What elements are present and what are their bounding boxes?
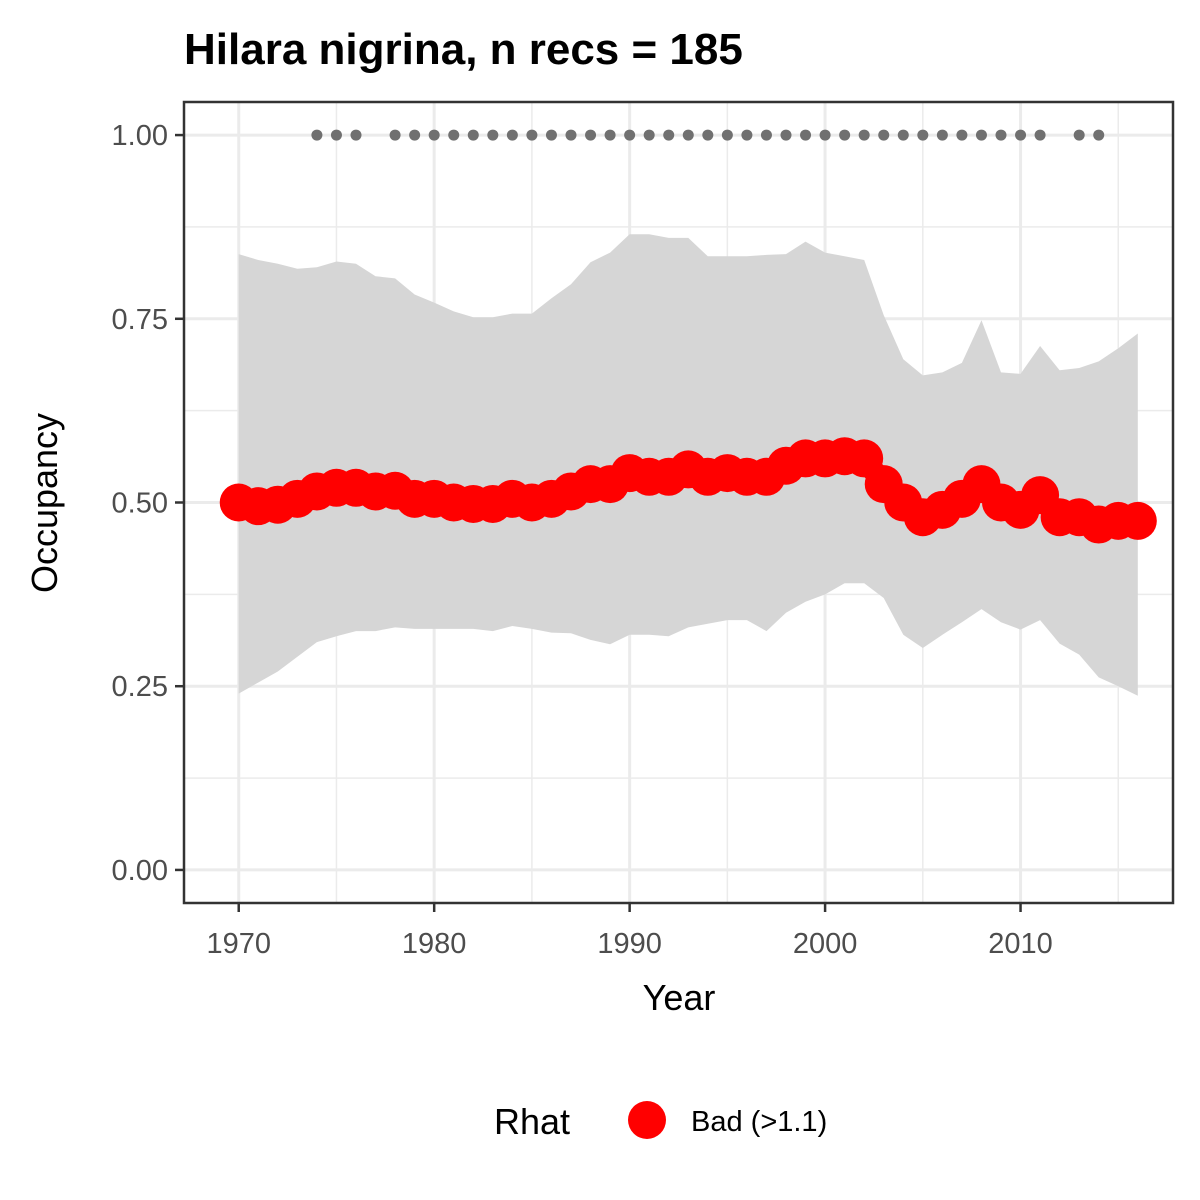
record-year-dot <box>409 129 421 141</box>
record-year-dot <box>487 129 499 141</box>
record-year-dot <box>1093 129 1105 141</box>
record-year-dot <box>330 129 342 141</box>
record-year-dot <box>975 129 987 141</box>
record-year-dot <box>800 129 812 141</box>
legend-title: Rhat <box>494 1101 570 1142</box>
record-year-dot <box>389 129 401 141</box>
y-tick-label: 0.75 <box>112 304 168 336</box>
record-year-dot <box>936 129 948 141</box>
record-year-dot <box>917 129 929 141</box>
record-year-dot <box>721 129 733 141</box>
x-tick-label: 1990 <box>597 928 662 960</box>
record-year-dot <box>819 129 831 141</box>
record-year-dot <box>448 129 460 141</box>
y-tick-label: 0.25 <box>112 671 168 703</box>
record-year-dot <box>741 129 753 141</box>
occupancy-point <box>1118 501 1157 540</box>
x-tick-label: 1980 <box>402 928 467 960</box>
x-tick-label: 1970 <box>206 928 271 960</box>
legend: Rhat Bad (>1.1) <box>494 1101 827 1142</box>
legend-key-bad <box>628 1101 666 1139</box>
record-year-dot <box>858 129 870 141</box>
y-tick-label: 1.00 <box>112 120 168 152</box>
record-year-dot <box>897 129 909 141</box>
record-year-dot <box>624 129 636 141</box>
x-axis-title: Year <box>643 977 716 1018</box>
record-year-dot <box>780 129 792 141</box>
record-year-dot <box>350 129 362 141</box>
record-year-dot <box>839 129 851 141</box>
record-year-dot <box>585 129 597 141</box>
record-year-dot <box>311 129 323 141</box>
record-year-dot <box>643 129 655 141</box>
record-year-dot <box>565 129 577 141</box>
record-year-dot <box>604 129 616 141</box>
y-tick-label: 0.00 <box>112 855 168 887</box>
record-year-dot <box>428 129 440 141</box>
x-tick-label: 2010 <box>988 928 1053 960</box>
record-year-dot <box>995 129 1007 141</box>
record-year-dot <box>702 129 714 141</box>
record-year-dot <box>506 129 518 141</box>
record-year-dot <box>545 129 557 141</box>
record-year-dot <box>1073 129 1085 141</box>
record-year-dot <box>663 129 675 141</box>
record-year-dot <box>526 129 538 141</box>
x-tick-label: 2000 <box>793 928 858 960</box>
record-year-dot <box>760 129 772 141</box>
y-axis-title: Occupancy <box>24 413 65 593</box>
record-year-dot <box>956 129 968 141</box>
record-year-dot <box>467 129 479 141</box>
y-tick-label: 0.50 <box>112 488 168 520</box>
occupancy-point <box>845 439 884 478</box>
record-year-dot <box>1034 129 1046 141</box>
plot-panel: 0.00 0.25 0.50 0.75 1.00 1970 1980 1990 2000 2010 <box>112 100 1175 960</box>
chart-title: Hilara nigrina, n recs = 185 <box>184 25 743 74</box>
record-year-dot <box>682 129 694 141</box>
record-year-dot <box>1015 129 1027 141</box>
legend-label-bad: Bad (>1.1) <box>691 1106 827 1138</box>
record-year-dot <box>878 129 890 141</box>
